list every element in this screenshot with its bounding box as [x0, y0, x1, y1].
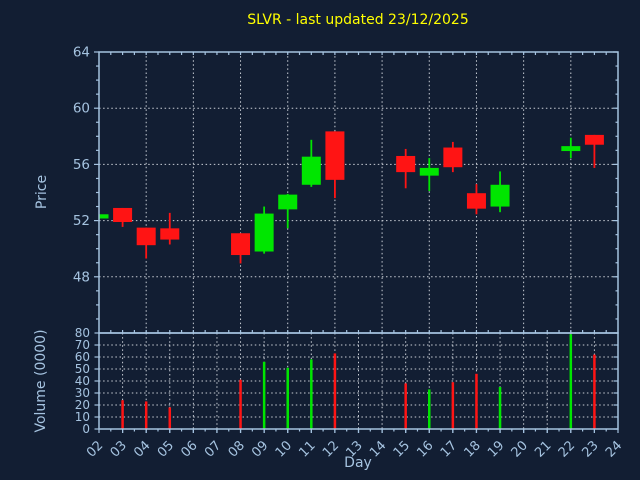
day-tick-label: 09 — [249, 438, 271, 460]
volume-tick-label: 70 — [75, 338, 90, 352]
volume-tick-label: 10 — [75, 410, 90, 424]
candle-body-day-15 — [396, 155, 416, 173]
volume-tick-label: 50 — [75, 362, 90, 376]
volume-bar-day-8 — [239, 379, 242, 429]
price-tick-label: 48 — [73, 269, 90, 285]
volume-bar-day-17 — [451, 382, 455, 429]
day-tick-label: 19 — [485, 438, 507, 460]
candlesticks — [99, 131, 604, 264]
candle-body-day-11 — [301, 156, 321, 185]
day-tick-label: 07 — [202, 438, 224, 460]
volume-tick-label: 20 — [75, 398, 90, 412]
day-tick-label: 06 — [178, 438, 200, 460]
day-tick-label: 10 — [273, 438, 295, 460]
day-tick-label: 20 — [509, 438, 531, 460]
candle-body-day-16 — [419, 167, 439, 176]
day-tick-label: 15 — [391, 438, 413, 460]
candle-body-day-10 — [278, 194, 298, 210]
day-tick-label: 21 — [532, 438, 554, 460]
volume-bar-day-15 — [404, 383, 407, 429]
volume-bar-day-16 — [428, 389, 431, 429]
candle-body-day-22 — [561, 146, 581, 152]
volume-tick-label: 60 — [75, 350, 90, 364]
volume-bar-day-11 — [310, 359, 313, 429]
volume-bar-day-22 — [569, 334, 573, 429]
day-tick-label: 22 — [556, 438, 578, 460]
candle-body-day-5 — [160, 228, 180, 240]
candle-body-day-23 — [584, 134, 604, 145]
candle-body-day-18 — [466, 193, 486, 209]
volume-tick-label: 40 — [75, 374, 90, 388]
day-tick-label: 11 — [296, 438, 318, 460]
day-tick-label: 12 — [320, 438, 342, 460]
candle-body-day-19 — [490, 184, 510, 207]
volume-bar-day-12 — [333, 353, 337, 429]
candle-body-day-8 — [231, 233, 251, 256]
panel-frame — [98, 51, 619, 334]
chart-title: SLVR - last updated 23/12/2025 — [247, 12, 468, 28]
volume-tick-label: 0 — [82, 422, 90, 436]
day-tick-label: 17 — [438, 438, 460, 460]
x-axis-label-day: Day — [344, 455, 372, 471]
volume-bar-day-19 — [498, 387, 502, 429]
volume-bar-day-10 — [286, 367, 289, 429]
volume-bar-day-23 — [593, 354, 596, 429]
y-axis-label-price: Price — [34, 175, 50, 209]
day-tick-label: 18 — [461, 438, 483, 460]
volume-bar-day-9 — [262, 361, 266, 429]
y-axis-label-volume: Volume (0000) — [33, 329, 49, 432]
day-tick-label: 16 — [414, 438, 436, 460]
volume-tick-label: 80 — [75, 326, 90, 340]
gridlines — [99, 52, 618, 429]
volume-bar-day-18 — [475, 373, 478, 429]
day-tick-label: 23 — [579, 438, 601, 460]
candle-body-day-4 — [136, 227, 156, 246]
volume-tick-label: 30 — [75, 386, 90, 400]
price-tick-label: 52 — [73, 213, 90, 229]
day-tick-label: 24 — [603, 438, 625, 460]
price-tick-label: 56 — [73, 157, 90, 173]
candle-body-day-2 — [99, 214, 109, 219]
price-tick-label: 60 — [73, 101, 90, 117]
volume-bar-day-5 — [168, 407, 172, 429]
candle-body-day-9 — [254, 213, 274, 252]
day-tick-label: 08 — [226, 438, 248, 460]
day-tick-label: 02 — [84, 438, 106, 460]
candle-body-day-17 — [443, 147, 463, 168]
candle-body-day-3 — [113, 207, 133, 223]
volume-bars — [121, 334, 596, 429]
volume-bar-day-3 — [121, 400, 124, 429]
tick-marks — [94, 51, 619, 433]
candle-body-day-12 — [325, 131, 345, 180]
volume-bar-day-4 — [144, 401, 148, 429]
price-tick-label: 64 — [73, 45, 90, 61]
day-tick-label: 04 — [131, 438, 153, 460]
day-tick-label: 03 — [108, 438, 130, 460]
day-tick-label: 05 — [155, 438, 177, 460]
